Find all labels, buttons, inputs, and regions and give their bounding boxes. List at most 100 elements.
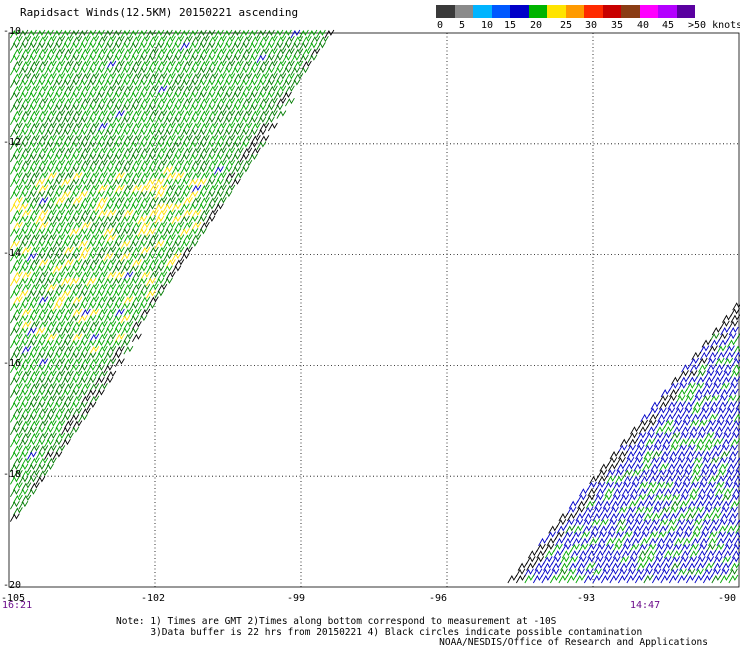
- wind-barb: [626, 444, 637, 454]
- wind-barb: [573, 518, 584, 528]
- wind-barb: [171, 128, 182, 138]
- wind-barb: [12, 333, 23, 343]
- wind-barb: [273, 79, 284, 88]
- wind-barb: [26, 277, 37, 287]
- wind-barb: [259, 48, 270, 57]
- wind-barb: [157, 110, 168, 119]
- wind-barb: [18, 104, 29, 113]
- wind-barb: [63, 271, 74, 281]
- wind-barb: [596, 487, 606, 497]
- wind-barb: [714, 357, 725, 367]
- wind-barb: [38, 271, 49, 281]
- wind-barb: [216, 85, 227, 95]
- wind-barb: [595, 481, 606, 491]
- wind-barb: [97, 333, 108, 343]
- wind-barb: [315, 42, 326, 51]
- wind-barb: [723, 481, 733, 491]
- wind-barb: [650, 525, 661, 534]
- wind-barb: [46, 60, 57, 70]
- wind-barb: [103, 79, 114, 88]
- wind-barb: [86, 104, 97, 113]
- wind-barb: [145, 166, 156, 175]
- wind-barb: [131, 259, 142, 268]
- wind-barb: [230, 116, 241, 126]
- wind-barb: [123, 135, 134, 144]
- wind-barb: [708, 351, 719, 361]
- wind-barb: [43, 141, 54, 150]
- wind-barb: [123, 209, 134, 219]
- wind-barb: [604, 549, 615, 559]
- wind-barb: [35, 116, 46, 126]
- wind-barb: [60, 339, 71, 349]
- wind-barb: [733, 469, 740, 478]
- wind-barb: [103, 215, 114, 225]
- wind-barb: [267, 48, 278, 57]
- wind-barb: [694, 388, 705, 398]
- wind-barb: [284, 85, 295, 95]
- wind-barb: [52, 290, 63, 299]
- wind-barb: [60, 166, 71, 175]
- wind-barb: [140, 122, 151, 132]
- wind-barb: [94, 327, 105, 336]
- wind-barb: [131, 35, 142, 45]
- wind-barb: [735, 333, 740, 342]
- wind-barb: [80, 321, 91, 330]
- wind-barb: [733, 475, 740, 485]
- wind-barb: [52, 414, 63, 423]
- wind-barb: [131, 73, 142, 82]
- wind-barb: [140, 35, 151, 45]
- wind-barb: [699, 537, 710, 547]
- wind-barb: [165, 48, 176, 57]
- wind-barb: [21, 383, 32, 392]
- wind-barb: [137, 240, 148, 250]
- wind-barb: [21, 48, 32, 57]
- wind-barb: [307, 29, 318, 39]
- wind-barb: [35, 203, 46, 212]
- wind-barb: [80, 283, 91, 293]
- wind-barb: [542, 556, 553, 565]
- wind-barb: [12, 507, 23, 516]
- wind-barb: [111, 252, 122, 262]
- wind-barb: [174, 110, 185, 119]
- wind-barb: [80, 147, 91, 157]
- wind-barb: [607, 456, 618, 466]
- wind-barb: [614, 475, 625, 485]
- wind-barb: [86, 401, 97, 411]
- wind-barb: [179, 79, 190, 88]
- wind-barb: [191, 221, 202, 231]
- wind-barb: [63, 122, 74, 132]
- wind-barb: [103, 166, 114, 175]
- wind-barb: [38, 407, 49, 417]
- wind-barb: [60, 128, 71, 138]
- wind-barb: [111, 54, 122, 64]
- wind-barb: [544, 543, 555, 553]
- wind-barb: [114, 209, 125, 219]
- wind-barb: [735, 401, 740, 410]
- wind-barb: [86, 240, 97, 250]
- wind-barb: [86, 302, 97, 312]
- wind-barb: [43, 252, 54, 262]
- wind-barb: [9, 141, 20, 150]
- wind-barb: [86, 116, 97, 126]
- wind-barb: [114, 234, 125, 243]
- wind-barb: [264, 42, 275, 51]
- wind-barb: [636, 432, 647, 441]
- wind-barb: [720, 512, 730, 522]
- wind-barb: [725, 537, 735, 547]
- wind-barb: [103, 277, 114, 287]
- wind-barb: [165, 234, 176, 243]
- wind-barb: [687, 562, 698, 571]
- wind-barb: [264, 104, 275, 113]
- wind-barb: [35, 265, 46, 274]
- wind-barb: [686, 388, 697, 398]
- wind-barb: [69, 414, 80, 423]
- wind-barb: [145, 128, 156, 138]
- wind-barb: [587, 481, 597, 491]
- wind-barb: [638, 425, 649, 435]
- wind-barb: [26, 302, 37, 312]
- wind-barb: [250, 60, 261, 70]
- wind-barb: [626, 574, 637, 584]
- wind-barb: [69, 178, 80, 188]
- wind-barb: [26, 190, 37, 200]
- wind-barb: [182, 234, 193, 243]
